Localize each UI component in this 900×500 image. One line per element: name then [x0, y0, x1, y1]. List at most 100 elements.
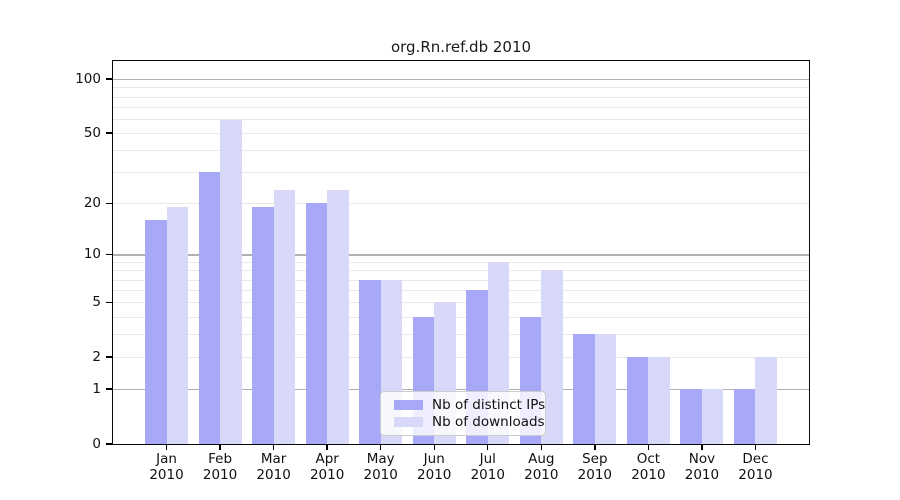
x-axis-year-label: 2010: [363, 467, 398, 483]
x-axis-year-label: 2010: [256, 467, 291, 483]
x-axis-tick-label: Jan 2010: [135, 451, 199, 483]
x-axis-tick-mark: [433, 444, 435, 450]
x-axis-month-label: Sep: [582, 451, 608, 467]
bar-downloads-nov: [701, 389, 724, 444]
bar-downloads-oct: [648, 357, 670, 444]
gridline-minor: [113, 172, 809, 174]
plot-area: [112, 60, 810, 445]
x-axis-tick-mark: [487, 444, 489, 450]
bar-distinct-ips-sep: [573, 334, 595, 444]
legend-item-distinct-ips: Nb of distinct IPs: [394, 397, 545, 413]
y-axis-tick-mark: [106, 253, 112, 256]
x-axis-tick-label: Sep 2010: [563, 451, 627, 483]
legend-label-downloads: Nb of downloads: [432, 414, 545, 431]
y-axis-tick-label: 50: [83, 125, 101, 142]
x-axis-tick-label: Nov 2010: [670, 451, 734, 483]
gridline-minor: [113, 87, 809, 89]
gridline-minor: [113, 150, 809, 152]
x-axis-tick-mark: [647, 444, 650, 450]
x-axis-month-label: Jun: [423, 451, 445, 467]
x-axis-tick-label: May 2010: [349, 451, 413, 483]
x-axis-year-label: 2010: [631, 467, 666, 483]
gridline-minor: [113, 270, 809, 272]
x-axis-year-label: 2010: [149, 467, 184, 483]
gridline-minor: [113, 302, 809, 304]
x-axis-tick-mark: [326, 444, 328, 450]
gridline-major: [113, 254, 809, 256]
bar-downloads-sep: [594, 334, 617, 444]
gridline-minor: [113, 203, 809, 205]
x-axis-tick-mark: [379, 444, 382, 450]
y-axis-tick-label: 5: [92, 294, 101, 311]
x-axis-year-label: 2010: [202, 467, 238, 483]
bar-distinct-ips-dec: [733, 389, 756, 444]
x-axis-tick-label: Mar 2010: [242, 451, 306, 483]
y-axis-tick-mark: [106, 202, 112, 204]
x-axis-month-label: Feb: [208, 451, 233, 467]
legend-label-distinct-ips: Nb of distinct IPs: [432, 396, 546, 413]
gridline-minor: [113, 96, 809, 98]
bar-downloads-mar: [273, 189, 296, 444]
y-axis-tick-label: 100: [75, 71, 101, 88]
legend-swatch-distinct-ips: [394, 399, 423, 410]
x-axis-month-label: Oct: [636, 451, 661, 467]
x-axis-month-label: Apr: [315, 451, 339, 467]
legend: Nb of distinct IPs Nb of downloads: [380, 391, 546, 436]
legend-item-downloads: Nb of downloads: [394, 414, 545, 430]
gridline-major: [113, 389, 809, 391]
bar-downloads-apr: [327, 189, 349, 444]
x-axis-tick-mark: [754, 444, 757, 450]
gridline-minor: [113, 316, 809, 318]
y-axis-tick-label: 0: [92, 436, 101, 452]
y-axis-tick-mark: [106, 78, 112, 80]
bar-downloads-aug: [541, 270, 563, 444]
y-axis-tick-label: 20: [83, 195, 101, 212]
x-axis-tick-label: Apr 2010: [295, 451, 359, 483]
x-axis-month-label: Mar: [260, 451, 287, 467]
gridline-minor: [113, 279, 809, 281]
gridline-minor: [113, 261, 809, 263]
x-axis-year-label: 2010: [309, 467, 345, 483]
x-axis-tick-mark: [540, 444, 542, 450]
y-axis-tick-mark: [106, 443, 112, 445]
x-axis-month-label: Dec: [742, 451, 769, 467]
y-axis-tick-label: 10: [83, 246, 101, 263]
gridline-minor: [113, 106, 809, 108]
x-axis-year-label: 2010: [524, 467, 559, 483]
y-axis-tick-mark: [106, 132, 112, 134]
y-axis-tick-label: 1: [92, 381, 101, 398]
bar-downloads-feb: [220, 120, 242, 444]
bar-downloads-dec: [755, 357, 777, 444]
legend-swatch-downloads: [394, 417, 423, 428]
x-axis-tick-mark: [272, 444, 275, 450]
x-axis-tick-label: Feb 2010: [188, 451, 252, 483]
gridline-major: [113, 79, 809, 81]
y-axis-tick-label: 2: [92, 349, 101, 366]
bar-distinct-ips-feb: [198, 172, 221, 444]
x-axis-tick-mark: [594, 444, 596, 450]
gridline-minor: [113, 133, 809, 135]
x-axis-year-label: 2010: [684, 467, 720, 483]
x-axis-tick-mark: [165, 444, 168, 450]
chart-title: org.Rn.ref.db 2010: [390, 38, 532, 56]
bar-distinct-ips-mar: [252, 207, 274, 444]
x-axis-year-label: 2010: [417, 467, 452, 483]
x-axis-month-label: Jul: [479, 451, 496, 467]
x-axis-year-label: 2010: [470, 467, 505, 483]
x-axis-tick-label: Jun 2010: [402, 451, 466, 483]
x-axis-tick-mark: [219, 444, 221, 450]
bar-downloads-jan: [166, 207, 189, 444]
x-axis-tick-label: Oct 2010: [616, 451, 680, 483]
bar-distinct-ips-apr: [305, 203, 328, 444]
x-axis-month-label: Aug: [528, 451, 555, 467]
gridline-minor: [113, 334, 809, 336]
x-axis-year-label: 2010: [738, 467, 773, 483]
x-axis-month-label: Jan: [156, 451, 177, 467]
bar-distinct-ips-may: [359, 279, 381, 444]
x-axis-month-label: Nov: [688, 451, 716, 467]
y-axis-tick-mark: [106, 388, 112, 390]
y-axis-tick-mark: [106, 301, 112, 304]
bar-distinct-ips-oct: [626, 357, 649, 444]
gridline-minor: [113, 357, 809, 359]
